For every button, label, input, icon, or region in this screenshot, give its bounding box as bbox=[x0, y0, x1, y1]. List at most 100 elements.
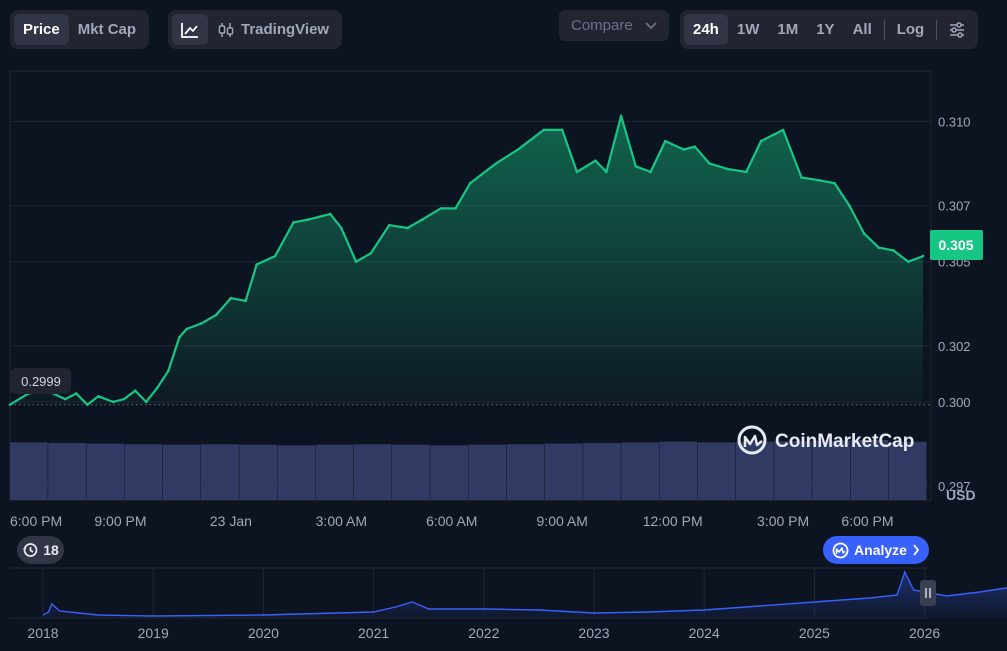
price-point bbox=[369, 251, 373, 255]
price-tab[interactable]: Price bbox=[14, 14, 69, 45]
navigator-year-label: 2025 bbox=[799, 625, 830, 641]
navigator-year-label: 2022 bbox=[468, 625, 499, 641]
currency-label: USD bbox=[946, 487, 976, 503]
price-point bbox=[663, 139, 667, 143]
volume-bar bbox=[888, 441, 927, 500]
x-tick-label: 3:00 AM bbox=[316, 513, 367, 529]
price-point bbox=[649, 170, 652, 174]
price-point bbox=[800, 176, 803, 179]
range-1y[interactable]: 1Y bbox=[816, 21, 835, 38]
navigator-handle[interactable] bbox=[920, 580, 936, 606]
price-point bbox=[818, 179, 822, 182]
price-point bbox=[328, 212, 332, 216]
price-mktcap-toggle: Price Mkt Cap bbox=[10, 10, 150, 49]
price-point bbox=[906, 260, 910, 263]
x-tick-label: 6:00 PM bbox=[10, 513, 62, 529]
price-point bbox=[178, 336, 181, 339]
price-point bbox=[133, 389, 137, 392]
line-chart-icon bbox=[181, 22, 198, 38]
volume-bar bbox=[544, 443, 583, 500]
price-point bbox=[921, 254, 925, 258]
range-1m[interactable]: 1M bbox=[777, 21, 799, 38]
price-point bbox=[781, 128, 785, 132]
volume-bar bbox=[735, 441, 774, 500]
volume-bar bbox=[774, 441, 812, 500]
price-point bbox=[421, 218, 424, 221]
y-tick-label: 0.302 bbox=[938, 339, 971, 354]
mkt-cap-tab[interactable]: Mkt Cap bbox=[77, 21, 137, 38]
price-point bbox=[560, 128, 564, 132]
price-point bbox=[468, 181, 472, 185]
divider bbox=[883, 19, 885, 40]
volume-bar bbox=[10, 442, 48, 500]
price-point bbox=[155, 386, 159, 390]
volume-bar bbox=[468, 444, 507, 500]
price-point bbox=[8, 403, 12, 406]
analyze-label: Analyze bbox=[854, 542, 907, 558]
x-tick-label: 23 Jan bbox=[210, 513, 252, 529]
price-point bbox=[682, 148, 686, 151]
range-1w[interactable]: 1W bbox=[736, 21, 760, 38]
coinmarketcap-logo bbox=[737, 425, 767, 455]
volume-bar bbox=[277, 445, 316, 500]
sliders-icon bbox=[950, 21, 965, 38]
log-scale-button[interactable]: Log bbox=[896, 21, 925, 38]
range-all[interactable]: All bbox=[852, 21, 872, 38]
line-chart-button[interactable] bbox=[172, 14, 208, 45]
price-point bbox=[292, 221, 295, 224]
price-area-fill bbox=[10, 115, 923, 405]
coinmarketcap-icon bbox=[832, 542, 849, 558]
start-price-badge bbox=[10, 368, 71, 394]
candlestick-icon bbox=[218, 22, 234, 37]
range-selector: 24h 1W 1M 1Y All Log bbox=[680, 10, 979, 49]
volume-bar bbox=[201, 444, 239, 500]
navigator-year-label: 2018 bbox=[27, 625, 58, 641]
price-point bbox=[74, 392, 78, 395]
price-point bbox=[306, 218, 310, 221]
volume-bar bbox=[812, 440, 851, 500]
price-point bbox=[317, 215, 321, 219]
navigator-year-label: 2024 bbox=[689, 625, 720, 641]
price-point bbox=[877, 246, 881, 249]
price-point bbox=[605, 170, 608, 174]
x-tick-label: 9:00 PM bbox=[94, 513, 146, 529]
analyze-button[interactable]: Analyze bbox=[823, 536, 929, 564]
compare-label: Compare bbox=[571, 17, 633, 34]
navigator-year-label: 2020 bbox=[248, 625, 279, 641]
price-point bbox=[479, 173, 483, 177]
volume-bar bbox=[659, 441, 698, 500]
tradingview-button[interactable]: TradingView bbox=[208, 14, 338, 45]
price-point bbox=[63, 397, 67, 401]
price-point bbox=[848, 204, 851, 207]
tradingview-label: TradingView bbox=[241, 21, 330, 38]
price-point bbox=[86, 403, 89, 406]
price-point bbox=[340, 226, 343, 230]
compare-dropdown[interactable]: Compare bbox=[559, 10, 669, 41]
history-count: 18 bbox=[43, 542, 59, 558]
settings-button[interactable] bbox=[940, 14, 974, 45]
price-point bbox=[244, 299, 247, 303]
volume-bar bbox=[850, 440, 889, 500]
price-point bbox=[594, 159, 597, 163]
price-point bbox=[111, 400, 115, 404]
history-badge[interactable]: 18 bbox=[17, 536, 64, 564]
history-icon bbox=[23, 543, 38, 557]
price-point bbox=[708, 162, 711, 165]
price-point bbox=[862, 232, 866, 235]
price-point bbox=[454, 207, 457, 210]
volume-bar bbox=[315, 444, 354, 500]
range-24h[interactable]: 24h bbox=[684, 14, 728, 45]
chart-type-toggle: TradingView bbox=[168, 10, 343, 49]
price-point bbox=[144, 400, 148, 404]
volume-bar bbox=[239, 444, 277, 500]
price-line bbox=[9, 114, 924, 406]
volume-bar bbox=[506, 444, 545, 500]
start-price-label: 0.2999 bbox=[21, 374, 61, 389]
price-point bbox=[494, 162, 498, 165]
volume-bar bbox=[162, 444, 201, 500]
price-point bbox=[726, 167, 730, 171]
navigator-year-label: 2023 bbox=[578, 625, 609, 641]
price-point bbox=[387, 223, 391, 227]
volume-bar bbox=[353, 444, 392, 500]
